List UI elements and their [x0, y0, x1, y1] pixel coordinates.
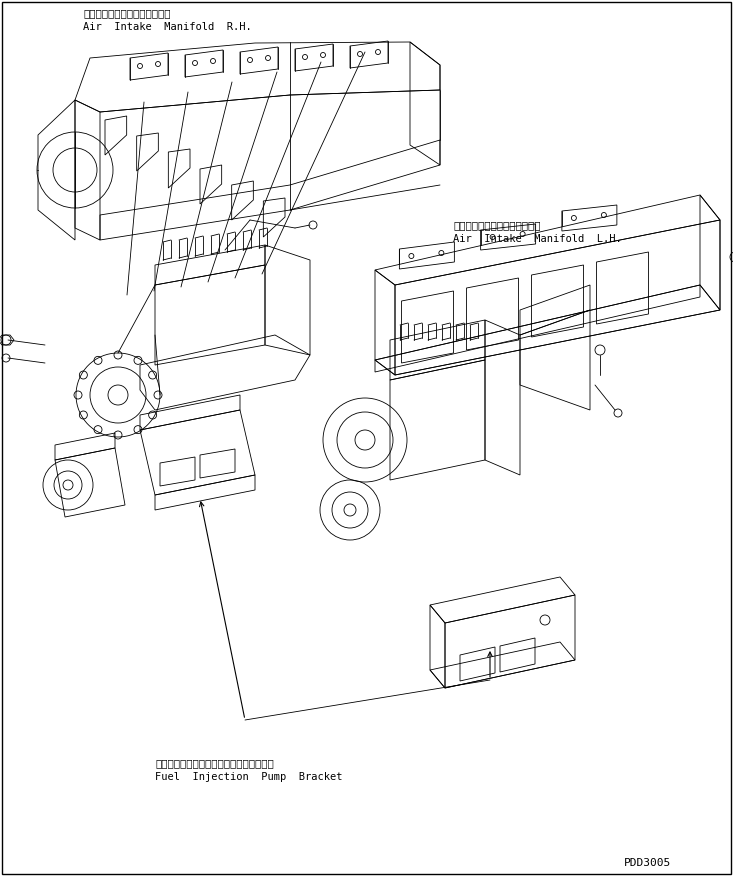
- Text: エアーインテークマニホール右: エアーインテークマニホール右: [83, 8, 171, 18]
- Text: Air  Intake  Manifold  L.H.: Air Intake Manifold L.H.: [453, 234, 622, 244]
- Text: Fuel  Injection  Pump  Bracket: Fuel Injection Pump Bracket: [155, 772, 342, 782]
- Text: フェルインジェクションポンプブラケット: フェルインジェクションポンプブラケット: [155, 758, 273, 768]
- Text: Air  Intake  Manifold  R.H.: Air Intake Manifold R.H.: [83, 22, 251, 32]
- Text: エアーインテークマニホール左: エアーインテークマニホール左: [453, 220, 540, 230]
- Text: PDD3005: PDD3005: [624, 858, 671, 868]
